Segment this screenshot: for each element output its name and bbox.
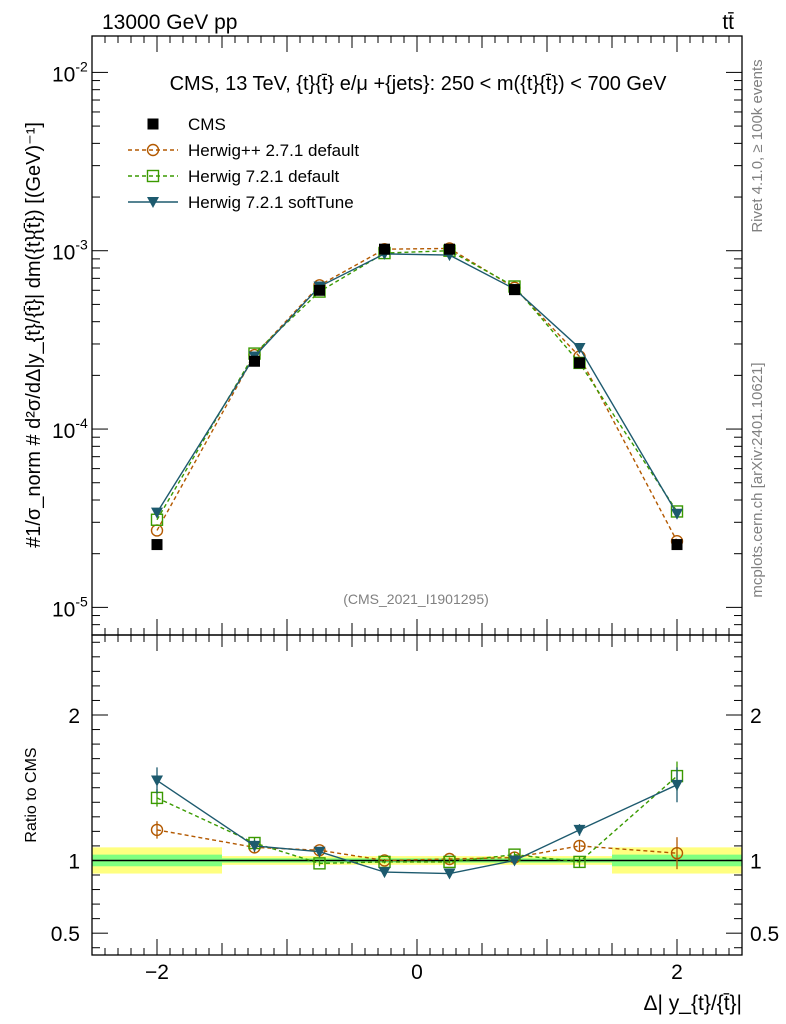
data-point [151, 507, 163, 519]
ratio-point [443, 855, 456, 869]
legend-marker [146, 169, 160, 183]
main-panel: 10-2 10-3 10-4 10-5 CMS, 13 TeV, {t}{t̄} e/μ… [23, 35, 743, 636]
ratio-y-axis-label: Ratio to CMS [23, 747, 40, 842]
ratio-y-tick-label: 0.5 [51, 923, 80, 946]
ratio-point [313, 846, 326, 858]
process-label: tt̄ [722, 11, 734, 34]
legend-label: Herwig 7.2.1 softTune [188, 193, 354, 212]
x-tick-label: −2 [145, 961, 169, 984]
rivet-label: Rivet 4.1.0, ≥ 100k events [749, 59, 766, 232]
series-line [156, 247, 678, 542]
y-axis-label: #1/σ_norm # d²σ/dΔ|y_{t}/{t̄}| dm({t}{t̄… [23, 122, 45, 548]
ratio-point [378, 867, 391, 879]
data-point [444, 243, 455, 255]
ratio-panel: 0.5 1 2 0.5 1 2 −2 0 2 Ratio to CMS Δ| y_{t}/{t̄}| [23, 634, 779, 1015]
data-point [671, 539, 683, 551]
ratio-point [670, 846, 684, 860]
analysis-id: (CMS_2021_I1901295) [343, 591, 489, 607]
y-tick-label: 10-3 [52, 237, 88, 265]
ratio-point [508, 855, 521, 867]
legend-label: CMS [188, 115, 226, 134]
legend-marker [147, 118, 159, 130]
data-point [379, 243, 390, 255]
legend-label: Herwig++ 2.7.1 default [188, 141, 359, 160]
y-tick-label: 10-4 [52, 415, 88, 443]
ratio-series-line [156, 775, 678, 865]
data-point [314, 284, 325, 296]
legend-label: Herwig 7.2.1 default [188, 167, 339, 186]
series-line [156, 250, 678, 521]
ratio-frame [91, 634, 743, 956]
ratio-point [248, 840, 261, 852]
legend-marker [147, 197, 159, 208]
ratio-point [573, 839, 586, 853]
data-point [573, 342, 586, 354]
ratio-series-line [156, 829, 678, 862]
ratio-point [573, 855, 586, 869]
energy-label: 13000 GeV pp [102, 11, 237, 34]
legend-marker [146, 143, 160, 157]
mcplots-label: mcplots.cern.ch [arXiv:2401.10621] [749, 362, 766, 597]
x-axis-label: Δ| y_{t}/{t̄}| [643, 992, 742, 1015]
x-tick-label: 0 [411, 961, 423, 984]
data-point [509, 284, 520, 296]
ratio-y-tick-label: 1 [68, 850, 80, 873]
y-tick-label: 10-2 [52, 58, 88, 86]
ratio-y-tick-label-right: 0.5 [750, 923, 779, 946]
ratio-point [573, 824, 586, 836]
ratio-point [313, 857, 326, 870]
ratio-y-tick-label: 2 [68, 705, 80, 728]
ratio-point [151, 775, 163, 787]
ratio-point [150, 823, 164, 837]
data-point [574, 357, 585, 369]
series-line [156, 253, 678, 515]
x-tick-label: 2 [671, 961, 683, 984]
y-tick-label: 10-5 [52, 593, 88, 621]
ratio-series-line [156, 779, 678, 875]
ratio-y-tick-label-right: 1 [750, 850, 762, 873]
data-point [671, 508, 683, 520]
ratio-point [443, 868, 456, 880]
ratio-point [671, 779, 683, 791]
data-point [249, 355, 260, 367]
chart-title: CMS, 13 TeV, {t}{t̄} e/μ +{jets}: 250 < … [170, 73, 668, 95]
ratio-y-tick-label-right: 2 [750, 705, 762, 728]
data-point [151, 539, 163, 551]
